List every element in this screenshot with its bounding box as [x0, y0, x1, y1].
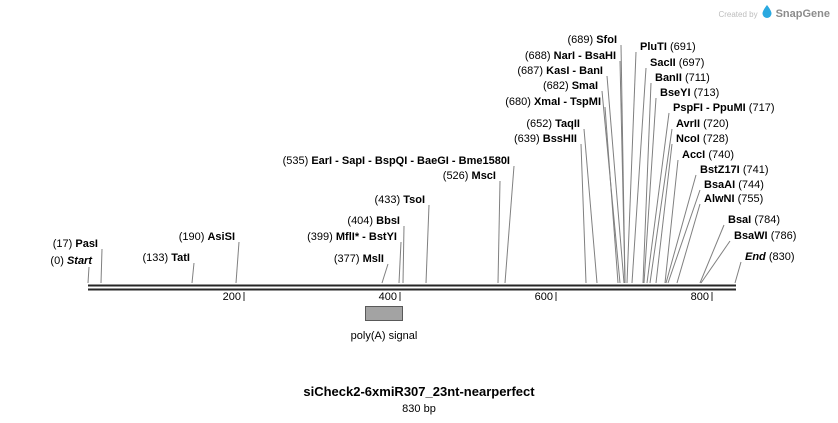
site-label-bsawi-786: BsaWI (786)	[734, 230, 797, 242]
map-backbone-line	[88, 284, 736, 291]
site-label-bsai-784: BsaI (784)	[728, 214, 780, 226]
map-length: 830 bp	[402, 403, 436, 415]
site-label-avrii-720: AvrII (720)	[676, 118, 729, 130]
polya-signal-feature-label: poly(A) signal	[350, 330, 418, 342]
site-label-tati-133: (133) TatI	[142, 252, 191, 264]
ruler-tick-400: 400	[378, 291, 397, 303]
site-label-bsaai-744: BsaAI (744)	[704, 179, 764, 191]
polya-signal-feature-box	[365, 306, 403, 321]
map-end-label: End (830)	[745, 251, 795, 263]
site-label-acci-740: AccI (740)	[682, 149, 734, 161]
site-label-kasi-bani-687: (687) KasI - BanI	[517, 65, 603, 77]
site-connector-lines	[87, 44, 742, 284]
site-label-smai-682: (682) SmaI	[542, 80, 598, 92]
site-label-bbsi-404: (404) BbsI	[347, 215, 400, 227]
site-label-tsoi-433: (433) TsoI	[374, 194, 425, 206]
site-label-bseyi-713: BseYI (713)	[660, 87, 720, 99]
site-label-banii-711: BanII (711)	[655, 72, 710, 84]
site-label-alwni-755: AlwNI (755)	[704, 193, 764, 205]
site-label-sacii-697: SacII (697)	[650, 57, 705, 69]
site-label-msci-526: (526) MscI	[442, 170, 496, 182]
site-label-xmai-tspmi-680: (680) XmaI - TspMI	[505, 96, 601, 108]
site-label-bstz17i-741: BstZ17I (741)	[700, 164, 769, 176]
ruler-tick-600: 600	[534, 291, 553, 303]
ruler-tick-200: 200	[222, 291, 241, 303]
created-by-label: Created by	[718, 9, 758, 19]
site-label-asisi-190: (190) AsiSI	[178, 231, 235, 243]
map-start-label: (0) Start	[50, 255, 92, 267]
site-label-nari-bsahi-688: (688) NarI - BsaHI	[524, 50, 616, 62]
site-label-pluti-691: PluTI (691)	[640, 41, 696, 53]
ruler-ticks	[243, 292, 713, 301]
site-label-sfoi-689: (689) SfoI	[567, 34, 617, 46]
site-label-eari-group-535: (535) EarI - SapI - BspQI - BaeGI - Bme1…	[282, 155, 510, 167]
site-label-ncoi-728: NcoI (728)	[676, 133, 729, 145]
snapgene-logo-icon	[762, 5, 772, 23]
site-label-pasi-17: (17) PasI	[52, 238, 98, 250]
ruler-tick-800: 800	[690, 291, 709, 303]
snapgene-brand-label: SnapGene	[775, 8, 830, 20]
site-label-pspfi-ppumi-717: PspFI - PpuMI (717)	[673, 102, 775, 114]
site-label-mfli-bstyi-399: (399) MflI* - BstYI	[307, 231, 397, 243]
site-label-taqii-652: (652) TaqII	[526, 118, 580, 130]
map-title: siCheck2-6xmiR307_23nt-nearperfect	[303, 384, 535, 399]
site-label-msli-377: (377) MslI	[333, 253, 384, 265]
snapgene-branding: Created by SnapGene	[718, 5, 830, 23]
site-label-bsshii-639: (639) BssHII	[514, 133, 577, 145]
